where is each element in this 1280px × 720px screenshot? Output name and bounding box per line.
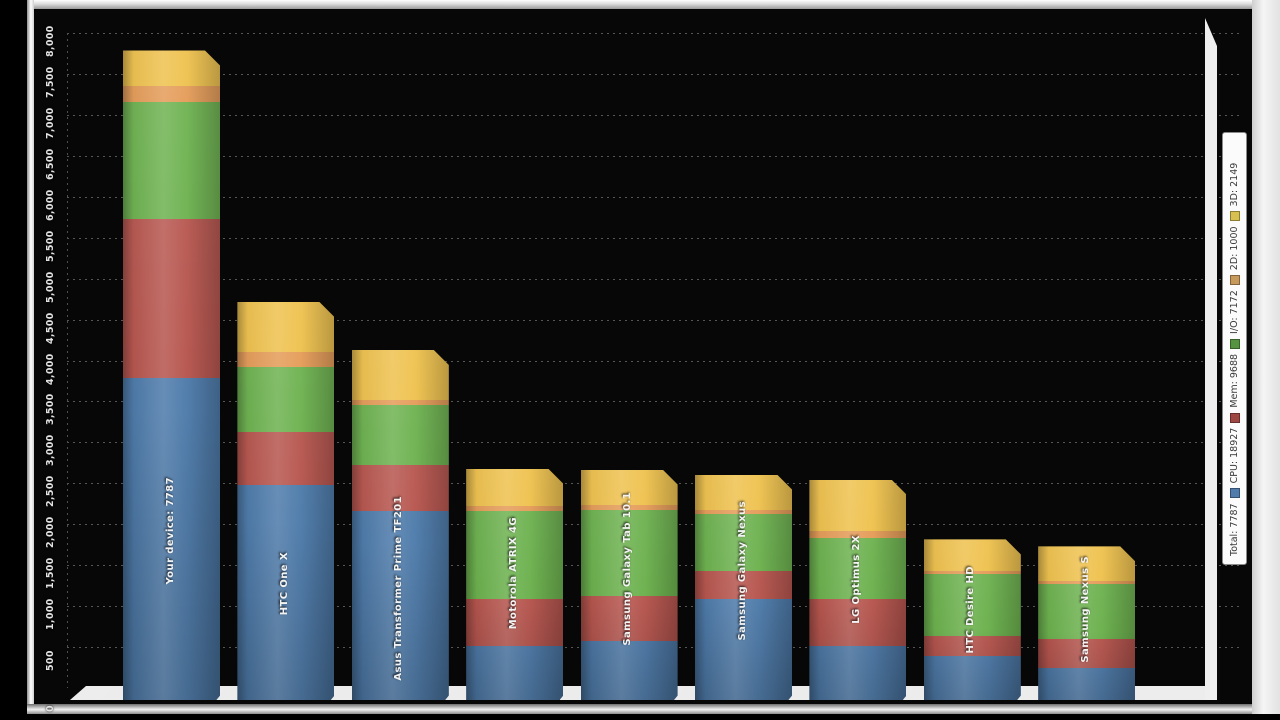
window-frame-bottom xyxy=(27,704,1280,714)
window-frame-top xyxy=(27,0,1280,9)
window-frame-right xyxy=(1252,0,1280,714)
window-frame-left xyxy=(27,0,34,714)
chart-panel xyxy=(34,9,1252,704)
